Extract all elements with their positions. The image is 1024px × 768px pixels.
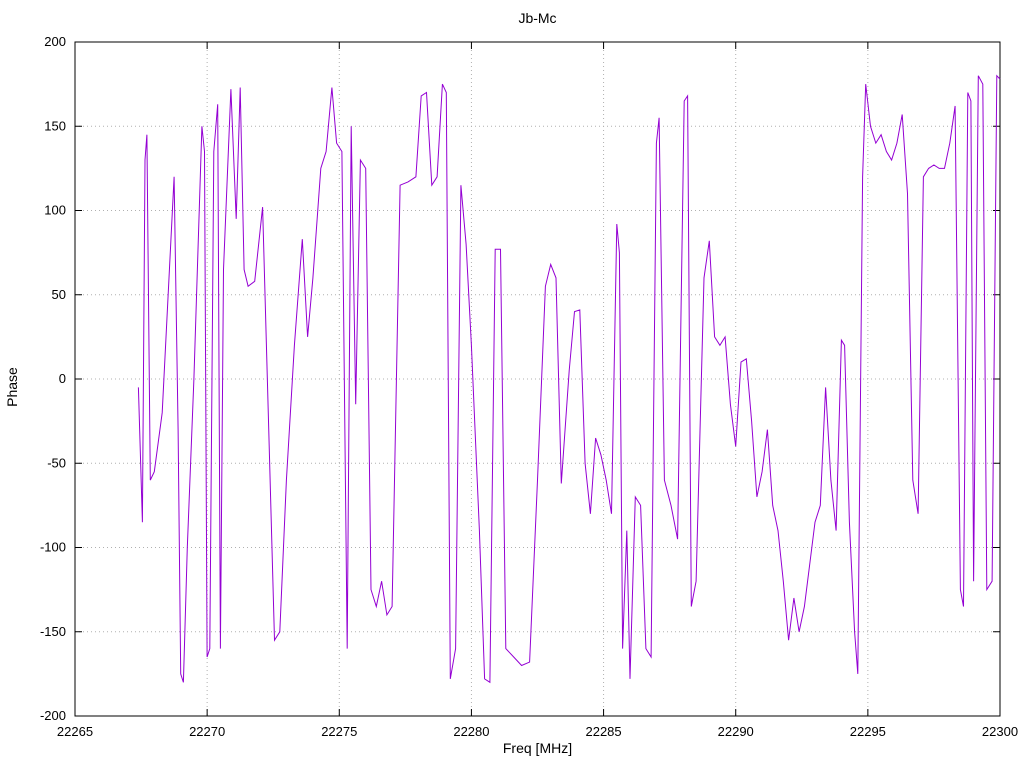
y-tick-label: -150: [40, 624, 66, 639]
x-tick-label: 22285: [585, 724, 621, 739]
y-tick-label: 200: [44, 34, 66, 49]
x-tick-label: 22275: [321, 724, 357, 739]
y-tick-label: -200: [40, 708, 66, 723]
x-axis-label: Freq [MHz]: [502, 740, 573, 756]
x-tick-label: 22280: [453, 724, 489, 739]
y-tick-label: 100: [44, 203, 66, 218]
y-tick-label: 0: [59, 371, 66, 386]
x-tick-label: 22270: [189, 724, 225, 739]
x-tick-label: 22300: [982, 724, 1018, 739]
x-tick-label: 22295: [850, 724, 886, 739]
y-axis-label: Phase: [4, 367, 20, 407]
y-tick-label: 50: [52, 287, 66, 302]
x-tick-label: 22265: [57, 724, 93, 739]
phase-line: [137, 74, 1001, 684]
y-tick-label: -100: [40, 540, 66, 555]
y-tick-label: -50: [47, 455, 66, 470]
y-tick-label: 150: [44, 118, 66, 133]
chart-title: Jb-Mc: [518, 10, 557, 26]
x-tick-label: 22290: [718, 724, 754, 739]
plot-border: [74, 41, 1001, 717]
